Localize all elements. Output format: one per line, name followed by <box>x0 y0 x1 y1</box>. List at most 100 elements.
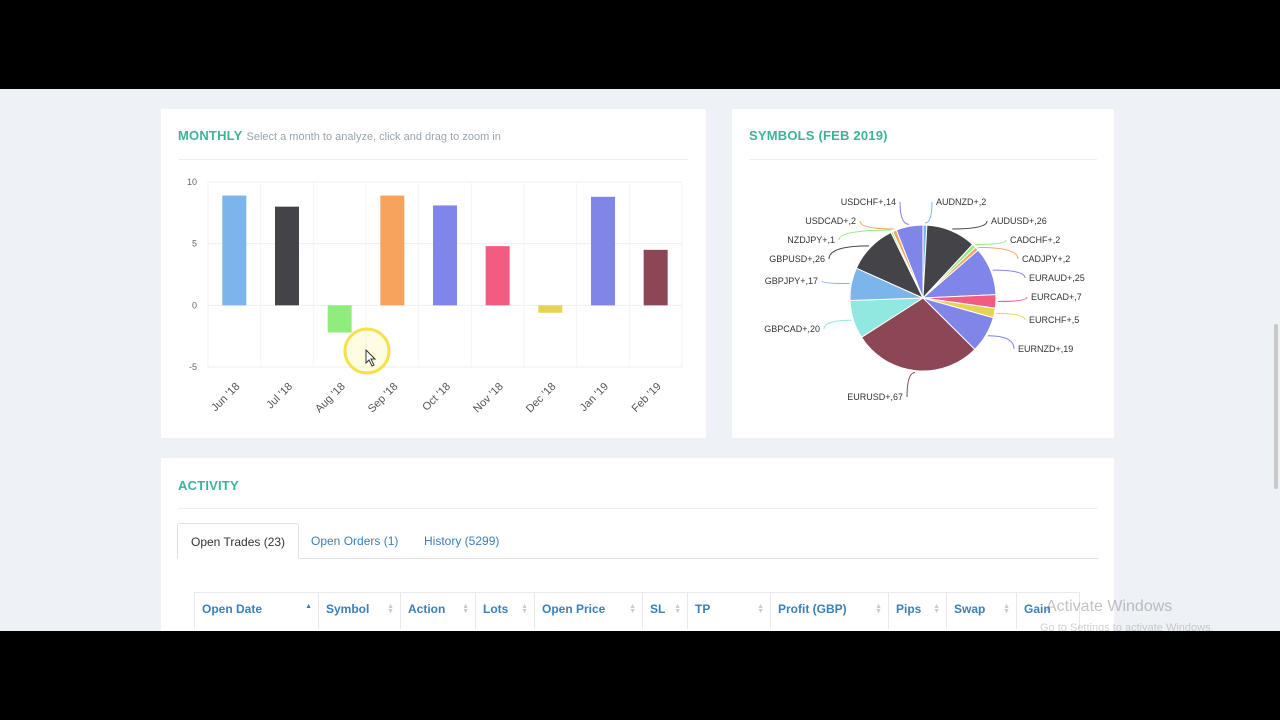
x-tick-label: Jun '18 <box>209 381 242 414</box>
activity-divider <box>178 508 1098 509</box>
monthly-subtitle: Select a month to analyze, click and dra… <box>246 131 501 143</box>
column-open-date-label: Open Date <box>202 602 263 616</box>
sort-icon: ▲ ▼ <box>933 603 940 615</box>
monthly-title-text: MONTHLY <box>178 128 243 143</box>
pie-connector <box>978 246 1019 260</box>
sort-icon: ▲ ▼ <box>462 603 469 615</box>
column-lots[interactable]: Lots ▲ ▼ <box>476 593 535 629</box>
pie-connector <box>823 319 852 330</box>
sort-icon: ▲ ▼ <box>387 603 394 615</box>
column-action[interactable]: Action ▲ ▼ <box>401 593 476 629</box>
pie-connector <box>924 201 933 224</box>
column-open-price[interactable]: Open Price ▲ ▼ <box>535 593 643 629</box>
symbols-pie-chart[interactable]: AUDNZD+,2 AUDUSD+,26 CADCHF+,2 CADJPY+,2 EUR… <box>732 109 1114 438</box>
pie-connector <box>975 239 1007 245</box>
bar <box>222 195 247 306</box>
y-tick-label: 5 <box>192 239 197 249</box>
symbols-title: SYMBOLS (FEB 2019) <box>749 128 888 143</box>
pie-slice <box>895 224 924 299</box>
sort-icon: ▲ ▼ <box>757 603 764 615</box>
y-tick-label: -5 <box>189 362 197 372</box>
cursor-arrow-icon <box>365 348 377 367</box>
monthly-divider <box>178 159 688 160</box>
pie-label: AUDNZD+,2 <box>936 197 986 207</box>
pie-label: CADJPY+,2 <box>1022 254 1070 264</box>
column-pips-label: Pips <box>896 602 922 616</box>
pie-label: GBPCAD+,20 <box>764 324 820 334</box>
sort-icon: ▲ ▼ <box>521 603 528 615</box>
column-profit[interactable]: Profit (GBP) ▲ ▼ <box>771 593 889 629</box>
pie-connector <box>906 372 916 398</box>
column-symbol[interactable]: Symbol ▲ ▼ <box>319 593 401 629</box>
page-scrollbar[interactable] <box>1274 324 1278 489</box>
cursor-highlight <box>343 327 391 375</box>
pie-connector <box>828 245 870 260</box>
windows-watermark: Activate Windows <box>1046 598 1173 615</box>
activity-card: ACTIVITY <box>161 458 1114 631</box>
tab-open-trades[interactable]: Open Trades (23) <box>177 523 300 559</box>
column-sl-label: SL <box>650 602 666 616</box>
symbols-card: SYMBOLS (FEB 2019) AUDNZD+,2 AUDUSD+,26 CA… <box>732 109 1114 438</box>
pie-connector <box>992 269 1026 279</box>
tabs-baseline <box>178 558 1098 559</box>
column-swap-label: Swap <box>954 602 986 616</box>
bar <box>591 196 615 306</box>
pie-label: GBPUSD+,26 <box>769 254 825 264</box>
column-tp-label: TP <box>695 602 711 616</box>
pie-connector <box>821 280 850 285</box>
pie-label: CADCHF+,2 <box>1010 235 1060 245</box>
dashboard-viewport: MONTHLY Select a month to analyze, click … <box>0 89 1280 631</box>
sort-asc-icon: ▲ <box>305 603 312 610</box>
pie-label: EURUSD+,67 <box>847 392 903 402</box>
bar <box>327 305 352 333</box>
pie-label: GBPJPY+,17 <box>765 276 818 286</box>
x-tick-label: Nov '18 <box>471 381 506 416</box>
pie-connector <box>952 220 988 230</box>
x-tick-label: Sep '18 <box>366 381 401 416</box>
pie-connector <box>997 296 1028 303</box>
column-action-label: Action <box>408 602 446 616</box>
column-swap[interactable]: Swap ▲ ▼ <box>947 593 1017 629</box>
bar <box>538 305 563 313</box>
pie-connector <box>838 229 891 241</box>
x-tick-label: Aug '18 <box>313 381 348 416</box>
pie-slice <box>860 297 976 372</box>
bar <box>433 205 457 306</box>
column-tp[interactable]: TP ▲ ▼ <box>688 593 771 629</box>
monthly-card: MONTHLY Select a month to analyze, click … <box>161 109 706 438</box>
column-symbol-label: Symbol <box>326 602 370 616</box>
x-tick-label: Dec '18 <box>524 381 559 416</box>
pie-label: AUDUSD+,26 <box>991 216 1047 226</box>
monthly-bar-chart[interactable]: 10 5 0 -5 Jun '18 Jul '18 Aug '18 Sep '18 Oct '1… <box>161 109 706 438</box>
pie-label: EURNZD+,19 <box>1018 344 1073 354</box>
pie-label: NZDJPY+,1 <box>787 235 835 245</box>
sort-icon: ▲ ▼ <box>875 603 882 615</box>
pie-connector <box>996 312 1026 321</box>
tab-open-orders[interactable]: Open Orders (1) <box>311 534 399 548</box>
column-open-date[interactable]: Open Date ▲ <box>194 593 319 629</box>
x-tick-label: Feb '19 <box>630 381 664 415</box>
bar <box>485 246 510 306</box>
pie-connector <box>899 201 910 225</box>
pie-label: USDCHF+,14 <box>841 197 896 207</box>
column-pips[interactable]: Pips ▲ ▼ <box>889 593 947 629</box>
bar <box>275 206 299 306</box>
windows-watermark-sub: Go to Settings to activate Windows. <box>1040 622 1214 631</box>
column-lots-label: Lots <box>483 602 509 616</box>
sort-icon: ▲ ▼ <box>629 603 636 615</box>
x-tick-label: Oct '18 <box>420 381 453 414</box>
bar <box>643 249 668 306</box>
column-gain[interactable]: Gain <box>1017 593 1080 629</box>
tab-history[interactable]: History (5299) <box>424 534 500 548</box>
table-header <box>194 592 1080 593</box>
pie-connector <box>987 335 1015 350</box>
column-sl[interactable]: SL ▲ ▼ <box>643 593 688 629</box>
activity-title: ACTIVITY <box>178 478 239 493</box>
bar <box>380 195 405 306</box>
y-tick-label: 0 <box>192 300 197 310</box>
x-tick-label: Jul '18 <box>264 381 295 412</box>
pie-label: USDCAD+,2 <box>805 216 856 226</box>
sort-icon: ▲ ▼ <box>1003 603 1010 615</box>
sort-icon: ▲ ▼ <box>674 603 681 615</box>
x-tick-label: Jan '19 <box>578 381 611 414</box>
